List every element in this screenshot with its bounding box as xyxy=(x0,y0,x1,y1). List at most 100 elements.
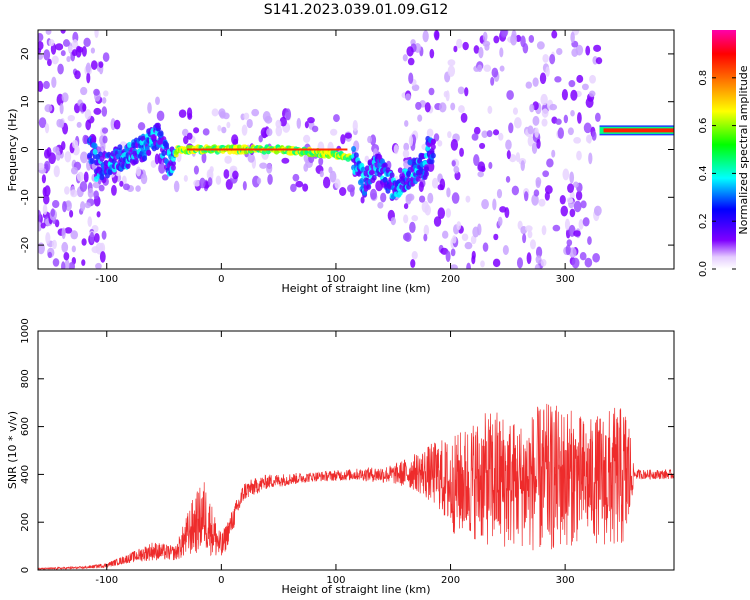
spectrogram-cell xyxy=(496,188,503,199)
spectrogram-cell xyxy=(155,122,161,129)
spectrogram-cell xyxy=(594,112,601,122)
spectrogram-cell xyxy=(158,130,164,137)
spectrogram-cell xyxy=(38,80,44,93)
spectrogram-cell xyxy=(42,203,48,216)
spectrogram-cell xyxy=(471,255,476,265)
spectrogram-cell xyxy=(585,97,594,109)
spectrogram-cell xyxy=(439,178,446,191)
spectrogram-cell xyxy=(546,158,554,168)
spectrogram-cell xyxy=(426,128,434,138)
spectrogram-cell xyxy=(411,251,418,260)
spectrogram-cell xyxy=(339,187,347,196)
snr-y-tick-label: 0 xyxy=(20,567,31,573)
spectrogram-cell xyxy=(447,131,452,139)
spectrogram-cell xyxy=(70,230,79,240)
spectrogram-cell xyxy=(534,127,539,138)
spectrogram-cell xyxy=(243,112,250,120)
spectrogram-cell xyxy=(38,53,44,60)
spectrogram-cell xyxy=(68,261,75,269)
snr-y-tick-label: 400 xyxy=(20,465,31,484)
spectrogram-cell xyxy=(481,130,488,139)
spectrogram-cell xyxy=(565,244,571,256)
spectrogram-cell xyxy=(549,103,558,111)
spectrogram-cell xyxy=(43,80,50,90)
spectrogram-cell xyxy=(572,181,579,188)
spectrogram-cell xyxy=(57,63,64,75)
spectrogram-cell xyxy=(422,30,429,43)
spectrogram-cell xyxy=(481,198,489,210)
snr-series-line xyxy=(38,403,674,570)
spectrogram-cell xyxy=(556,47,563,56)
spectrogram-cell xyxy=(587,236,592,245)
spectrogram-cell xyxy=(482,242,489,252)
spectrogram-cell xyxy=(56,118,63,128)
spectrogram-cell xyxy=(533,189,540,197)
spectrogram-cell xyxy=(94,30,99,39)
spectrogram-cell xyxy=(344,132,352,139)
spectrogram-cell xyxy=(593,205,602,216)
spectrogram-cell xyxy=(48,39,55,47)
spectrogram-cell xyxy=(101,106,108,117)
spectrogram-cell xyxy=(151,133,157,140)
spectrogram-cell xyxy=(423,170,429,177)
spectrogram-cell xyxy=(551,149,556,158)
spectrogram-y-tick-label: -20 xyxy=(20,237,31,253)
spectrogram-cell xyxy=(83,171,89,183)
spectrogram-marks xyxy=(38,30,674,269)
spectrogram-cell xyxy=(201,152,207,164)
spectrogram-cell xyxy=(67,114,75,122)
spectrogram-cell xyxy=(135,166,142,177)
spectrogram-cell xyxy=(445,208,452,218)
spectrogram-cell xyxy=(333,114,340,123)
spectrogram-cell xyxy=(87,187,94,199)
spectrogram-cell xyxy=(76,171,85,182)
colorbar-ticks: 0.0 0.2 0.4 0.6 0.8 xyxy=(698,70,736,277)
spectrogram-cell xyxy=(258,135,263,143)
spectrogram-cell xyxy=(402,149,410,159)
spectrogram-cell xyxy=(407,159,413,166)
spectrogram-cell xyxy=(393,144,399,155)
spectrogram-cell xyxy=(140,173,148,185)
spectrogram-cell xyxy=(429,158,435,165)
spectrogram-cell xyxy=(513,117,522,129)
spectrogram-cell xyxy=(292,173,300,182)
spectrogram-cell xyxy=(411,84,420,92)
spectrogram-cell xyxy=(538,198,546,207)
spectrogram-cell xyxy=(527,230,533,239)
spectrogram-cell xyxy=(450,248,456,257)
spectrogram-cell xyxy=(580,200,587,209)
spectrogram-cell xyxy=(60,50,66,57)
spectrogram-cell xyxy=(424,102,431,113)
spectrogram-cell xyxy=(199,177,206,189)
spectrogram-cell xyxy=(451,160,456,167)
spectrogram-cell xyxy=(408,72,414,84)
spectrogram-cell xyxy=(68,45,73,53)
spectrogram-cell xyxy=(133,158,139,165)
spectrogram-cell xyxy=(450,102,456,111)
spectrogram-cell xyxy=(557,127,564,139)
spectrogram-cell xyxy=(226,121,231,129)
spectrogram-cell xyxy=(531,142,538,154)
spectrogram-cell xyxy=(113,119,121,130)
spectrogram-cell xyxy=(588,90,596,97)
spectrogram-cell xyxy=(532,77,539,87)
spectrogram-cell xyxy=(146,150,152,157)
snr-x-tick-label: 0 xyxy=(218,575,224,586)
spectrogram-cell xyxy=(579,251,587,261)
spectrogram-cell xyxy=(330,128,338,136)
spectrogram-cell xyxy=(541,225,547,236)
spectrogram-cell xyxy=(477,64,483,72)
spectrogram-cell xyxy=(90,47,96,54)
spectrogram-cell xyxy=(515,152,521,163)
spectrogram-cell xyxy=(275,125,283,137)
spectrogram-cell xyxy=(544,185,553,195)
spectrogram-cell xyxy=(215,175,222,185)
spectrogram-x-tick-label: 0 xyxy=(218,274,224,285)
snr-x-label: Height of straight line (km) xyxy=(281,583,430,596)
spectrogram-cell xyxy=(222,112,230,120)
spectrogram-cell xyxy=(256,177,262,185)
spectrogram-cell xyxy=(61,241,69,253)
spectrogram-cell xyxy=(296,117,302,129)
spectrogram-cell xyxy=(155,96,160,106)
spectrogram-cell xyxy=(526,252,532,265)
